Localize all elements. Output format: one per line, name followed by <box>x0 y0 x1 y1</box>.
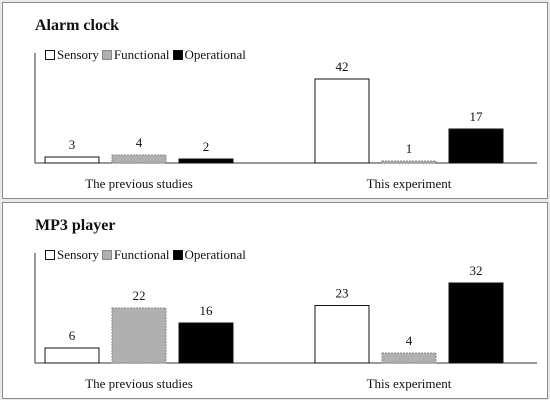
data-label: 42 <box>336 59 349 74</box>
legend-item-operational: Operational <box>172 47 246 63</box>
legend-swatch-sensory <box>45 50 55 60</box>
data-label: 4 <box>136 135 143 150</box>
legend-label-sensory: Sensory <box>57 247 99 262</box>
legend-item-sensory: Sensory <box>45 247 99 263</box>
bar-sensory <box>44 347 100 364</box>
data-label: 6 <box>69 328 76 343</box>
legend-swatch-functional <box>101 50 112 60</box>
chart-title: MP3 player <box>35 217 116 234</box>
legend-label-sensory: Sensory <box>57 47 99 62</box>
data-label: 17 <box>470 109 484 124</box>
bar-functional <box>111 154 167 164</box>
data-label: 32 <box>470 263 483 278</box>
legend-swatch-functional <box>101 250 112 260</box>
bar-sensory <box>44 156 100 164</box>
legend-item-operational: Operational <box>172 247 246 263</box>
bar-functional <box>381 160 437 164</box>
data-label: 16 <box>200 303 214 318</box>
chart-panel-mp3-player: MP3 player Sensory Functional Operationa… <box>2 202 548 399</box>
bar-chart-mp3-player: 6 22 16 The previous studies 23 4 32 This exper… <box>34 253 537 391</box>
legend-swatch-operational <box>172 250 183 260</box>
legend-label-functional: Functional <box>113 247 170 262</box>
category-label: This experiment <box>367 376 452 391</box>
data-label: 4 <box>406 333 413 348</box>
category-label: The previous studies <box>85 376 193 391</box>
legend-item-sensory: Sensory <box>45 47 99 63</box>
bar-functional <box>111 307 167 364</box>
data-label: 22 <box>133 288 146 303</box>
chart-panel-alarm-clock: Alarm clock Sensory Functional Operation… <box>2 2 548 199</box>
data-label: 3 <box>69 137 76 152</box>
bar-sensory <box>314 78 370 164</box>
legend-label-operational: Operational <box>184 247 246 262</box>
data-label: 2 <box>203 139 210 154</box>
legend: Sensory Functional Operational <box>45 247 249 263</box>
legend-item-functional: Functional <box>101 247 170 263</box>
legend-item-functional: Functional <box>101 47 170 63</box>
bar-sensory <box>314 305 370 364</box>
legend: Sensory Functional Operational <box>45 47 249 63</box>
chart-title: Alarm clock <box>35 17 119 34</box>
bar-operational <box>448 282 504 364</box>
bar-operational <box>178 158 234 164</box>
legend-swatch-sensory <box>45 250 55 260</box>
bar-operational <box>178 322 234 364</box>
data-label: 23 <box>336 286 349 301</box>
legend-label-operational: Operational <box>184 47 246 62</box>
data-label: 1 <box>406 141 413 156</box>
category-label: This experiment <box>367 176 452 191</box>
category-label: The previous studies <box>85 176 193 191</box>
bar-operational <box>448 128 504 164</box>
legend-swatch-operational <box>172 50 183 60</box>
bar-functional <box>381 352 437 364</box>
legend-label-functional: Functional <box>113 47 170 62</box>
